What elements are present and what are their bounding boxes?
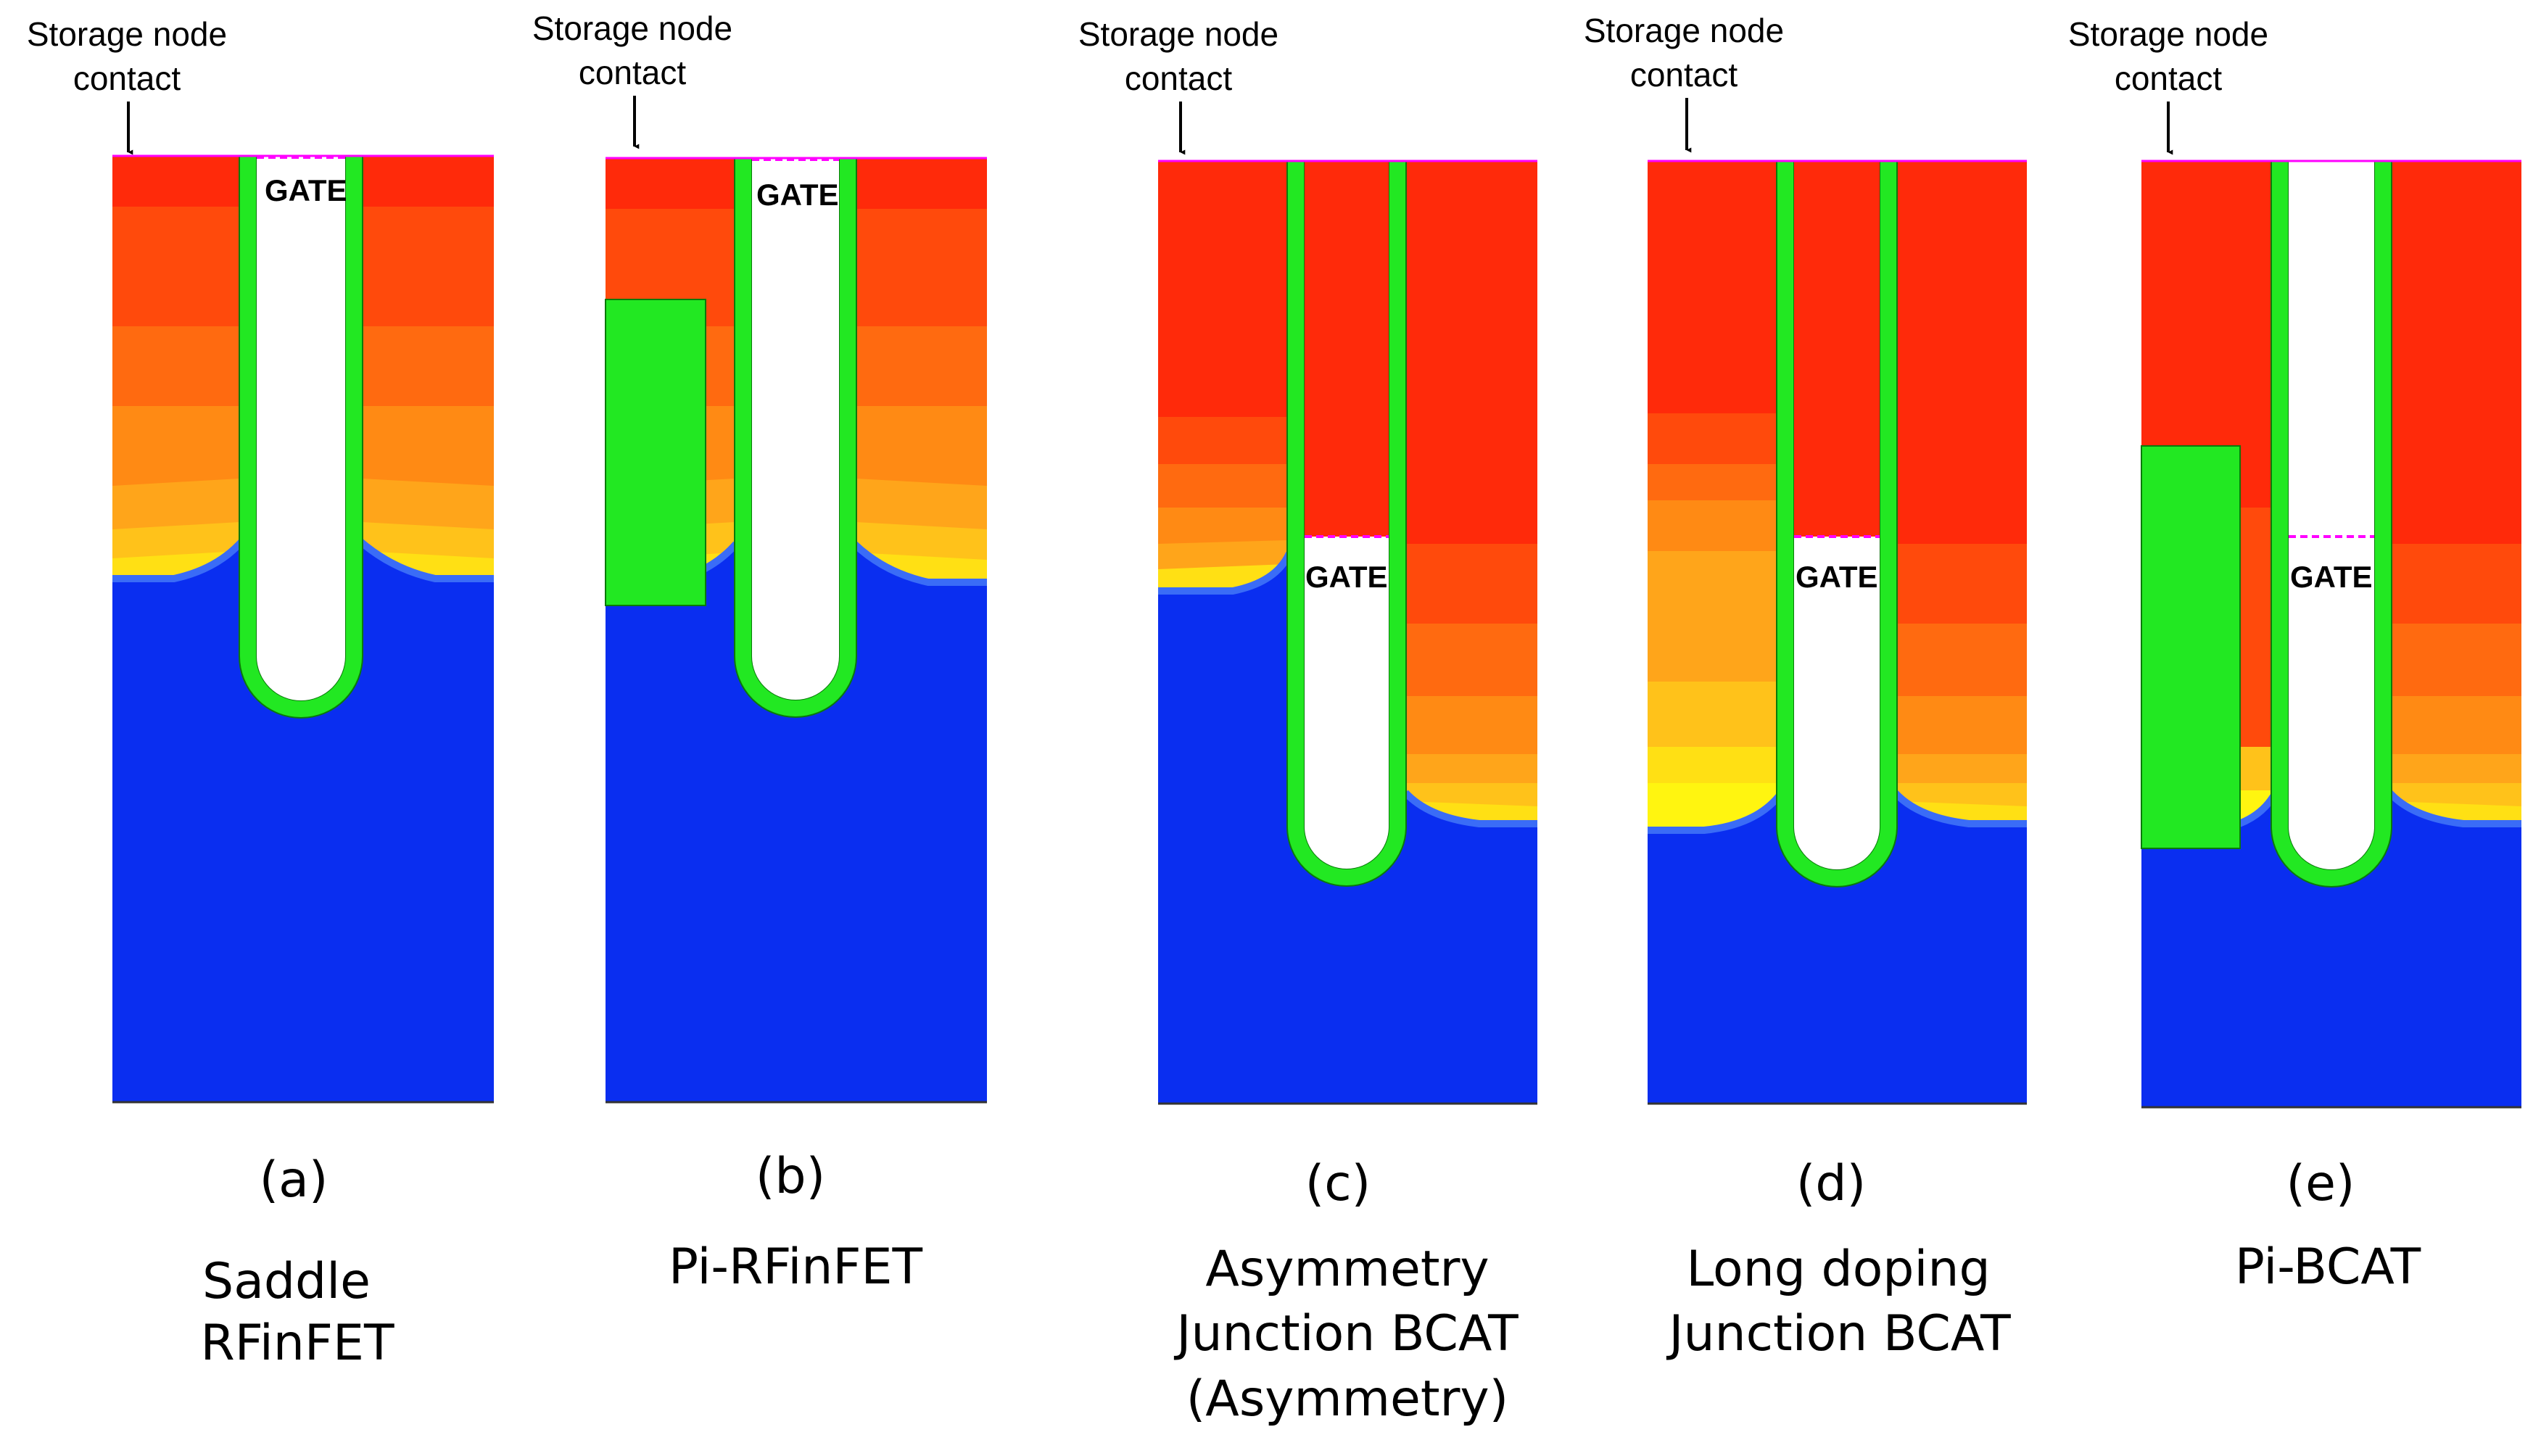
panel-label: (b): [756, 1148, 825, 1205]
pi-oxide-block: [605, 299, 706, 606]
caption-line-2: Junction BCAT: [1173, 1305, 1519, 1362]
substrate-region-left: [1648, 794, 1779, 1104]
caption-line-2: RFinFET: [200, 1315, 394, 1372]
panel-label: (a): [260, 1151, 329, 1209]
gate-trench: [752, 158, 839, 700]
substrate-region-right: [1895, 790, 2027, 1104]
storage-node-contact-line-1: Storage node: [1078, 15, 1278, 53]
junction-edge-right: [2387, 790, 2521, 827]
caption-line-2: Junction BCAT: [1666, 1305, 2011, 1362]
caption-line-1: Asymmetry: [1205, 1241, 1489, 1298]
trench-upper-fill: [1305, 161, 1389, 537]
substrate-under-trench: [239, 653, 363, 1102]
panel-c: GATE Storage node contact (c) Asymmetry …: [1078, 15, 1537, 1428]
substrate-region: [606, 544, 987, 1102]
caption-line-1: Pi-RFinFET: [669, 1238, 922, 1296]
junction-edge-right: [851, 541, 987, 586]
panel-a: GATE Storage node contact (a) Saddle RFi…: [27, 15, 494, 1372]
junction-edge-right: [356, 537, 494, 582]
gate-label: GATE: [756, 178, 839, 212]
panel-d: GATE Storage node contact (d) Long dopin…: [1584, 12, 2027, 1362]
caption-line-1: Long doping: [1686, 1241, 1990, 1298]
caption-line-1: Saddle: [202, 1253, 371, 1310]
gate-label: GATE: [1796, 560, 1878, 594]
gate-label: GATE: [2290, 560, 2373, 594]
storage-node-contact-line-1: Storage node: [532, 9, 732, 47]
panel-label: (d): [1796, 1155, 1866, 1212]
caption-line-1: Pi-BCAT: [2235, 1238, 2421, 1296]
junction-edge-right: [1892, 790, 2027, 827]
gate-trench: [257, 156, 345, 700]
doping-profile: [1158, 161, 1537, 1104]
gate-label: GATE: [265, 173, 347, 207]
substrate-region-left: [1158, 551, 1289, 1104]
pi-oxide-block: [2141, 445, 2241, 849]
storage-node-contact-line-1: Storage node: [27, 15, 227, 53]
gate-trench: [1794, 537, 1880, 869]
gate-trench: [1305, 537, 1389, 869]
junction-edge-left: [1158, 551, 1293, 595]
storage-node-contact-line-2: contact: [579, 54, 687, 91]
junction-edge-left: [112, 537, 246, 582]
substrate-region-right: [2389, 790, 2521, 1107]
storage-node-contact-line-2: contact: [1630, 56, 1738, 94]
panel-e: GATE Storage node contact (e) Pi-BCAT: [2068, 15, 2521, 1296]
panel-label: (e): [2286, 1155, 2355, 1212]
storage-node-contact-line-1: Storage node: [1584, 12, 1784, 49]
substrate-region: [112, 540, 494, 1102]
storage-node-contact-line-2: contact: [1125, 59, 1233, 97]
gate-label: GATE: [1305, 560, 1388, 594]
trench-upper-fill: [1794, 161, 1880, 537]
storage-node-contact-line-1: Storage node: [2068, 15, 2268, 53]
gate-trench: [2289, 537, 2374, 869]
storage-node-contact-line-2: contact: [73, 59, 181, 97]
substrate-region-left: [2141, 794, 2273, 1107]
junction-edge-right: [1402, 790, 1537, 827]
junction-edge-left: [1648, 793, 1782, 834]
panel-label: (c): [1305, 1155, 1371, 1212]
panel-b: GATE Storage node contact (b) Pi-RFinFET: [532, 9, 987, 1296]
trench-upper-fill: [2289, 161, 2374, 537]
caption-line-3: (Asymmetry): [1186, 1370, 1508, 1428]
substrate-region-right: [1405, 790, 1537, 1104]
substrate-under-trench: [735, 653, 856, 1102]
storage-node-contact-line-2: contact: [2115, 59, 2223, 97]
